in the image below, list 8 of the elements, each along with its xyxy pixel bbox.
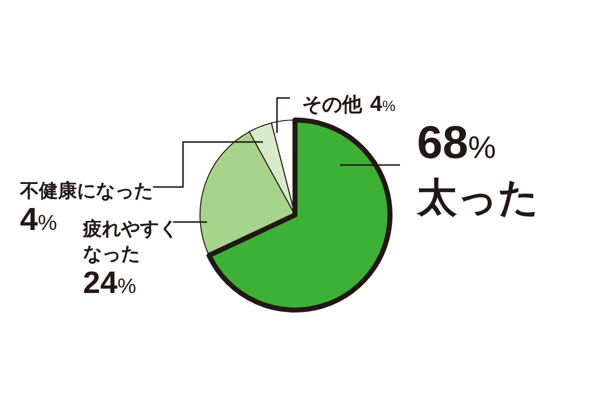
data-label: 24% (83, 265, 136, 300)
data-label: 4% (20, 201, 58, 237)
slice-label: 疲れやすくなった (82, 218, 178, 265)
data-label: 4% (370, 91, 396, 116)
data-label: 68% (417, 116, 496, 168)
slice-label: その他 (302, 94, 363, 116)
slice-label: 太った (415, 176, 539, 220)
slice-label: 不健康になった (19, 180, 153, 202)
